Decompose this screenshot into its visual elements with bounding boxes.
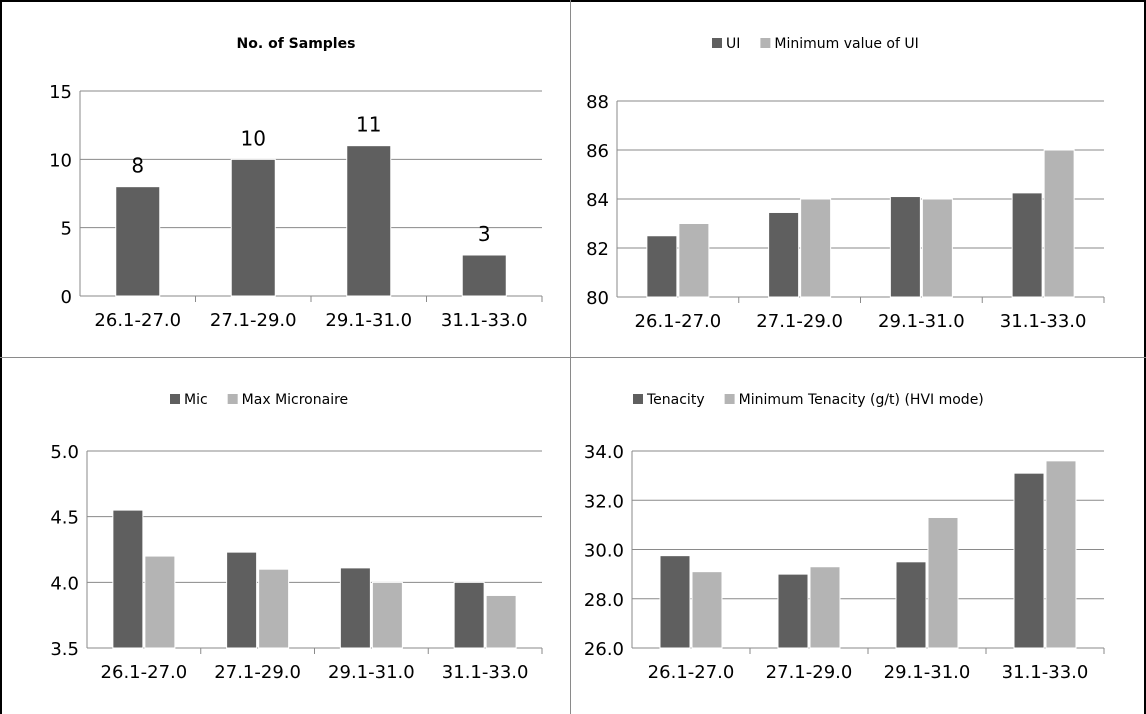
bar (226, 551, 258, 649)
chart-panel-mic: 3.5 4.0 4.5 5.0 26.1-27.0 27.1-29.0 29.1-31.0 3… (2, 358, 570, 714)
x-tick-label: 27.1-29.0 (214, 662, 301, 683)
legend-label: Max Micronaire (242, 392, 348, 408)
bar (453, 581, 485, 649)
x-tick-label: 29.1-31.0 (878, 311, 965, 332)
legend-swatch (724, 394, 735, 404)
chart-panel-ui: 80 82 84 86 88 26.1-27.0 27.1-29.0 29.1-31.0 31.… (571, 2, 1144, 357)
ui-chart: 80 82 84 86 88 26.1-27.0 27.1-29.0 29.1-31.0 31.… (586, 36, 1105, 332)
y-tick-label: 0 (61, 287, 72, 308)
bar (115, 186, 161, 297)
y-tick-label: 4.5 (50, 508, 79, 529)
bar (144, 555, 176, 649)
x-tick-label: 26.1-27.0 (635, 311, 722, 332)
y-tick-label: 86 (586, 141, 609, 162)
x-tick-label: 29.1-31.0 (325, 310, 412, 331)
x-tick-label: 26.1-27.0 (101, 662, 188, 683)
y-tick-label: 26.0 (584, 639, 624, 660)
legend-swatch (170, 394, 180, 404)
bar (1013, 472, 1045, 649)
legend-label: Tenacity (646, 392, 705, 408)
y-tick-label: 82 (586, 239, 609, 260)
y-tick-label: 32.0 (584, 491, 624, 512)
y-tick-label: 84 (586, 190, 609, 211)
y-tick-label: 88 (586, 92, 609, 113)
tenacity-chart: 26.0 28.0 30.0 32.0 34.0 26.1-27.0 27.1-29.0 29… (584, 392, 1105, 683)
bar (112, 509, 144, 649)
bar (927, 516, 959, 649)
bar (646, 235, 678, 298)
x-tick-label: 27.1-29.0 (210, 310, 297, 331)
x-tick-label: 29.1-31.0 (884, 662, 971, 683)
x-tick-label: 29.1-31.0 (328, 662, 415, 683)
bar (809, 566, 841, 649)
x-tick-label: 27.1-29.0 (756, 311, 843, 332)
bar (659, 555, 691, 649)
bar (1011, 192, 1043, 298)
micronaire-chart: 3.5 4.0 4.5 5.0 26.1-27.0 27.1-29.0 29.1-31.0 3… (50, 392, 543, 683)
legend-swatch (227, 394, 238, 404)
bar (921, 198, 953, 298)
y-tick-label: 30.0 (584, 541, 624, 562)
bar (777, 573, 809, 649)
bar (461, 254, 507, 297)
legend-label: Mic (184, 392, 208, 408)
bar (346, 145, 392, 297)
bar (339, 567, 371, 649)
frame-middle-horizontal (0, 357, 1146, 358)
y-tick-label: 34.0 (584, 442, 624, 463)
bar (691, 571, 723, 649)
y-tick-label: 28.0 (584, 590, 624, 611)
legend-label: UI (726, 36, 740, 52)
bar (1043, 149, 1075, 298)
x-tick-label: 26.1-27.0 (648, 662, 735, 683)
x-tick-label: 27.1-29.0 (766, 662, 853, 683)
x-tick-label: 26.1-27.0 (94, 310, 181, 331)
bar (230, 158, 276, 297)
legend-label: Minimum Tenacity (g/t) (HVI mode) (739, 392, 984, 408)
bar (800, 198, 832, 298)
x-tick-label: 31.1-33.0 (442, 662, 529, 683)
legend-label: Minimum value of UI (774, 36, 918, 52)
x-tick-label: 31.1-33.0 (1000, 311, 1087, 332)
y-tick-label: 15 (49, 82, 72, 103)
y-tick-label: 4.0 (50, 573, 79, 594)
bar (889, 196, 921, 298)
bar (895, 561, 927, 649)
y-tick-label: 10 (49, 150, 72, 171)
x-tick-label: 31.1-33.0 (441, 310, 528, 331)
chart-title: No. of Samples (237, 36, 356, 52)
x-tick-label: 31.1-33.0 (1002, 662, 1089, 683)
y-tick-label: 5.0 (50, 442, 79, 463)
data-label: 11 (356, 113, 381, 137)
samples-chart: 0 5 10 15 26.1-27.0 27.1-29.0 29.1-31.0 31.1-33… (49, 36, 543, 331)
bar (768, 211, 800, 298)
bar (371, 581, 403, 649)
chart-panel-tenacity: 26.0 28.0 30.0 32.0 34.0 26.1-27.0 27.1-29.0 29… (571, 358, 1144, 714)
y-tick-label: 3.5 (50, 639, 79, 660)
legend-swatch (633, 394, 643, 404)
bar (1045, 460, 1077, 649)
legend-swatch (712, 38, 722, 48)
data-label: 3 (478, 222, 491, 246)
chart-panel-samples: 0 5 10 15 26.1-27.0 27.1-29.0 29.1-31.0 31.1-33… (2, 2, 570, 357)
y-tick-label: 5 (61, 219, 72, 240)
bar (485, 594, 517, 649)
legend-swatch (760, 38, 771, 48)
data-label: 10 (241, 126, 266, 150)
frame-top (0, 0, 1146, 2)
y-tick-label: 80 (586, 288, 609, 309)
data-label: 8 (131, 154, 144, 178)
bar (258, 568, 290, 649)
bar (678, 223, 710, 298)
